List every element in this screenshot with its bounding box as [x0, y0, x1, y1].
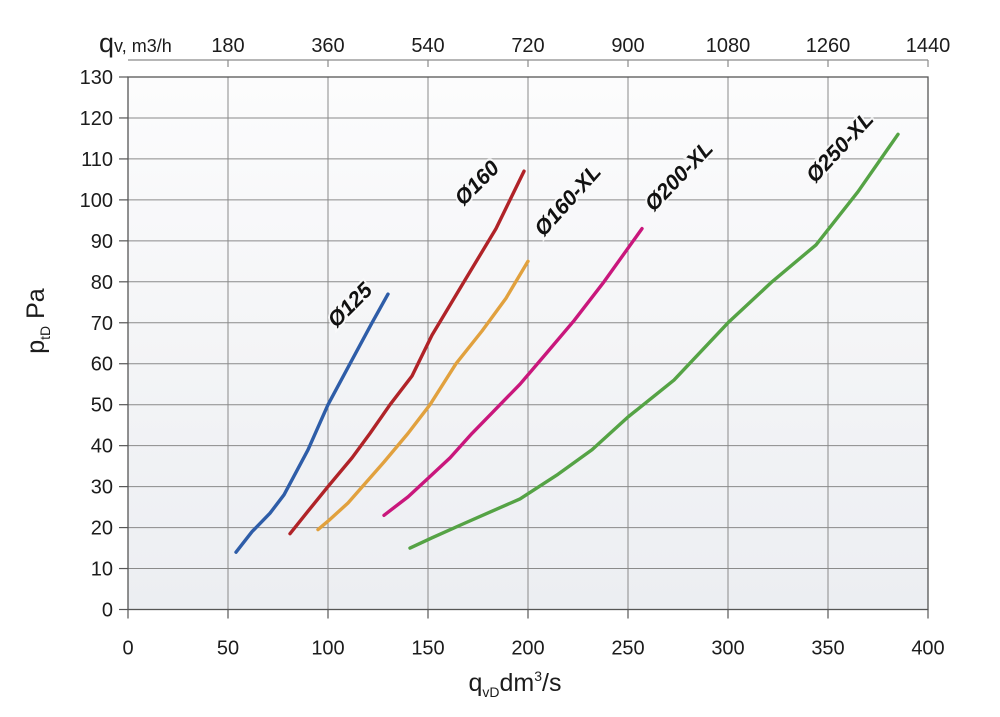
y-axis-symbol: p — [22, 339, 50, 354]
bottom-axis-tick-label: 150 — [411, 638, 444, 660]
bottom-axis-tick-label: 0 — [122, 638, 133, 660]
bottom-axis-subscript: vD — [482, 684, 500, 700]
y-axis-tick-label: 90 — [91, 231, 113, 253]
top-axis-tick-label: 180 — [211, 35, 244, 57]
bottom-axis-tick-label: 200 — [511, 638, 544, 660]
y-axis-tick-label: 110 — [81, 149, 113, 171]
y-axis-tick-label: 20 — [91, 518, 113, 540]
bottom-axis-tick-label: 250 — [611, 638, 644, 660]
top-axis-tick-label: 1080 — [706, 35, 751, 57]
y-axis-title: ptD Pa — [18, 251, 54, 391]
y-axis-subscript: tD — [37, 325, 53, 340]
y-axis-tick-label: 10 — [91, 559, 113, 581]
y-axis-tick-label: 60 — [91, 354, 113, 376]
top-axis-unit: v, m3/h — [114, 36, 172, 56]
top-axis-tick-label: 360 — [311, 35, 344, 57]
top-axis-tick-label: 1440 — [906, 35, 951, 57]
y-axis-tick-label: 120 — [80, 108, 113, 130]
y-axis-tick-label: 0 — [102, 600, 113, 622]
y-axis-tick-label: 130 — [80, 67, 113, 89]
series-line — [382, 226, 644, 517]
y-axis-unit — [22, 319, 50, 326]
series-line — [234, 292, 390, 554]
bottom-axis-tick-label: 100 — [311, 638, 344, 660]
top-axis-tick-label: 1260 — [806, 35, 851, 57]
series-line — [408, 132, 900, 550]
bottom-axis-symbol: q — [468, 669, 483, 697]
series-line — [316, 259, 530, 532]
y-axis-unit-text: Pa — [22, 288, 50, 319]
bottom-axis-unit-base: dm — [499, 669, 535, 697]
y-axis-tick-label: 50 — [91, 395, 113, 417]
y-axis-tick-label: 100 — [80, 190, 113, 212]
top-axis-title: qv, m3/h — [99, 28, 172, 59]
top-axis-symbol: q — [99, 28, 115, 58]
y-axis-tick-label: 80 — [91, 272, 113, 294]
y-axis-tick-label: 70 — [91, 313, 113, 335]
bottom-axis-title: qvDdm3/s — [365, 668, 665, 700]
bottom-axis-tick-label: 300 — [711, 638, 744, 660]
top-axis-tick-label: 720 — [511, 35, 544, 57]
top-axis-tick-label: 540 — [411, 35, 444, 57]
bottom-axis-unit-exponent: 3 — [534, 668, 543, 684]
bottom-axis-tick-label: 50 — [217, 638, 239, 660]
bottom-axis-tick-label: 350 — [811, 638, 844, 660]
y-axis-tick-label: 30 — [91, 477, 113, 499]
series-line — [288, 169, 526, 536]
bottom-axis-tick-label: 400 — [911, 638, 944, 660]
bottom-axis-unit-tail: /s — [542, 669, 562, 697]
top-axis-tick-label: 900 — [611, 35, 644, 57]
y-axis-tick-label: 40 — [91, 436, 113, 458]
